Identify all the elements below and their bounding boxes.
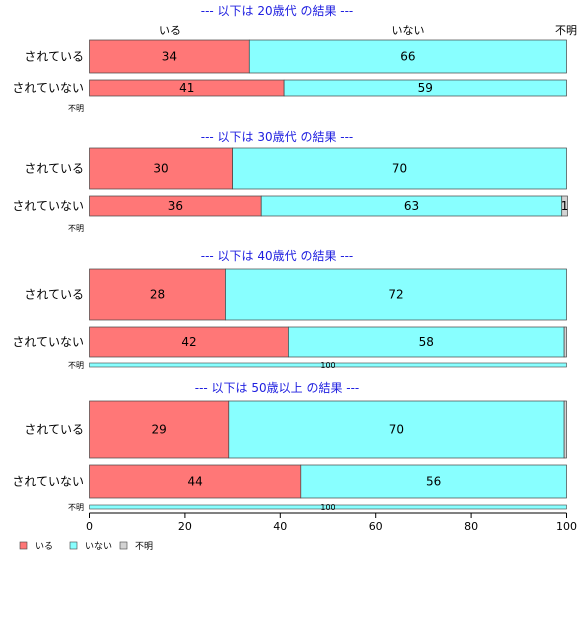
x-tick-label: 100 — [556, 520, 577, 533]
unknown-row-label: 不明 — [68, 224, 84, 233]
x-tick-label: 60 — [369, 520, 383, 533]
bar-segment — [563, 400, 567, 459]
bar-value-label: 29 — [152, 423, 167, 437]
panel-title: --- 以下は 20歳代 の結果 --- — [201, 4, 354, 18]
bar-value-label: 34 — [162, 50, 177, 64]
bar-segment — [561, 195, 568, 217]
panel-title: --- 以下は 50歳以上 の結果 --- — [195, 381, 360, 395]
column-header: 不明 — [555, 24, 577, 37]
bar-value-label: 42 — [181, 335, 196, 349]
legend-label: いる — [35, 541, 53, 552]
bar-segment — [283, 79, 567, 97]
column-header: いない — [392, 24, 425, 37]
bar-value-label: 70 — [392, 162, 407, 176]
bar-segment — [89, 268, 226, 321]
x-tick-label: 0 — [86, 520, 93, 533]
bar-value-label: 66 — [400, 50, 415, 64]
row-label: されている — [24, 423, 84, 437]
legend-swatch — [119, 541, 128, 550]
legend-label: いない — [85, 541, 112, 552]
bar-segment — [89, 464, 302, 499]
row-label: されていない — [12, 199, 84, 213]
bar-segment — [232, 147, 567, 190]
x-tick-label: 80 — [464, 520, 478, 533]
row-label: されていない — [12, 475, 84, 489]
bar-value-label: 36 — [168, 199, 183, 213]
bar-value-label: 28 — [150, 288, 165, 302]
row-label: されていない — [12, 335, 84, 349]
unknown-row-label: 不明 — [68, 361, 84, 370]
bar-value-label: 72 — [388, 288, 403, 302]
bar-value-label: 56 — [426, 475, 441, 489]
bar-segment — [89, 326, 289, 358]
bar-segment — [228, 400, 565, 459]
panel-title: --- 以下は 30歳代 の結果 --- — [201, 130, 354, 144]
bar-segment — [89, 400, 230, 459]
column-header: いる — [159, 24, 181, 37]
row-label: されている — [24, 50, 84, 64]
unknown-bar-value-label: 100 — [320, 361, 335, 370]
legend-label: 不明 — [135, 541, 153, 552]
bar-value-label: 58 — [419, 335, 434, 349]
row-label: されていない — [12, 81, 84, 95]
bar-segment — [563, 326, 567, 358]
bar-segment — [288, 326, 565, 358]
bar-value-label: 44 — [188, 475, 203, 489]
bar-value-label: 41 — [179, 81, 194, 95]
legend-swatch — [69, 541, 78, 550]
x-tick-label: 40 — [273, 520, 287, 533]
row-label: されている — [24, 162, 84, 176]
bar-value-label: 63 — [404, 199, 419, 213]
bar-value-label: 1 — [561, 199, 569, 213]
bar-value-label: 30 — [153, 162, 168, 176]
x-tick-label: 20 — [178, 520, 192, 533]
bar-segment — [225, 268, 567, 321]
unknown-bar-segment — [89, 504, 567, 510]
unknown-row-label: 不明 — [68, 503, 84, 512]
bar-segment — [89, 39, 250, 74]
bar-segment — [248, 39, 567, 74]
unknown-bar-value-label: 100 — [320, 503, 335, 512]
legend-swatch — [19, 541, 28, 550]
bar-value-label: 59 — [418, 81, 433, 95]
panel-title: --- 以下は 40歳代 の結果 --- — [201, 249, 354, 263]
bar-value-label: 70 — [389, 423, 404, 437]
unknown-bar-segment — [89, 362, 567, 368]
unknown-row-label: 不明 — [68, 104, 84, 113]
bar-segment — [300, 464, 567, 499]
row-label: されている — [24, 288, 84, 302]
